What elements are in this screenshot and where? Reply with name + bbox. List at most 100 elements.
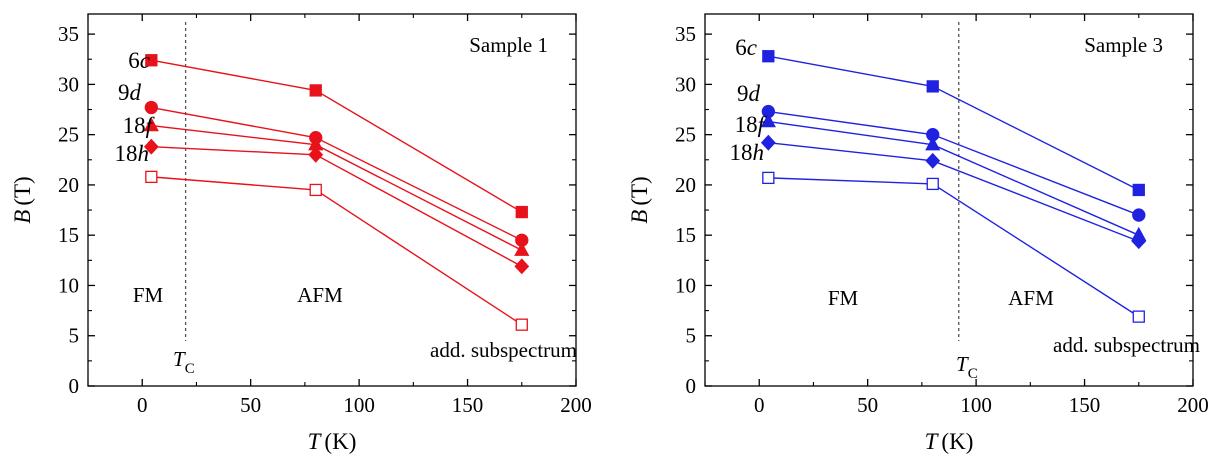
fm-region-label: FM <box>133 283 164 307</box>
site-label-number: 18 <box>115 141 138 166</box>
fm-region-label: FM <box>828 286 859 310</box>
x-tick-label: 0 <box>137 393 148 417</box>
square-marker <box>1132 310 1145 323</box>
y-axis-label: B (T) <box>627 176 652 223</box>
add-subspectrum-label: add. subspectrum <box>430 338 577 362</box>
diamond-marker <box>308 146 324 163</box>
x-tick-label: 50 <box>857 393 878 417</box>
diamond-marker <box>143 138 159 155</box>
site-label-letter: f <box>146 113 156 138</box>
site-label-letter: d <box>749 81 761 106</box>
series-line <box>151 146 523 267</box>
site-label: 18h <box>730 140 765 165</box>
square-marker <box>309 183 322 197</box>
x-tick-label: 100 <box>960 393 992 417</box>
site-label-number: 18 <box>123 113 146 138</box>
y-axis-var: B <box>10 210 35 224</box>
series-9d: 9d <box>737 81 1146 222</box>
y-tick-label: 20 <box>675 173 696 197</box>
site-label-number: 18 <box>735 112 758 137</box>
series-line <box>768 120 1140 236</box>
x-axis-var: T <box>308 429 323 454</box>
y-tick-label: 0 <box>686 374 697 398</box>
site-label-letter: f <box>758 112 768 137</box>
series-add-subspectrum <box>762 171 1145 323</box>
diamond-marker <box>925 152 941 169</box>
triangle-marker <box>514 241 530 256</box>
site-label-letter: c <box>140 48 150 73</box>
tc-var: T <box>956 352 969 376</box>
site-label-number: 6 <box>735 35 747 60</box>
square-marker <box>762 50 775 63</box>
sample-label: Sample 1 <box>469 33 548 57</box>
y-tick-label: 0 <box>69 374 80 398</box>
square-marker <box>926 177 939 191</box>
series-18f: 18f <box>123 113 530 256</box>
y-tick-label: 35 <box>675 22 696 46</box>
plot-frame <box>704 13 1194 387</box>
x-axis-label: T (K) <box>308 429 357 454</box>
square-marker <box>515 318 528 331</box>
x-tick-label: 0 <box>754 393 765 417</box>
site-label-letter: h <box>138 141 150 166</box>
x-tick-label: 150 <box>452 393 484 417</box>
series-line <box>151 106 523 241</box>
tc-sub: C <box>968 366 978 382</box>
x-tick-label: 200 <box>560 393 592 417</box>
y-tick-label: 10 <box>58 273 79 297</box>
site-label: 18f <box>123 113 156 138</box>
series-line <box>768 141 1140 242</box>
square-marker <box>1132 183 1145 197</box>
square-marker <box>145 54 158 67</box>
x-axis-unit: (K) <box>324 429 356 454</box>
afm-region-label: AFM <box>1008 286 1054 310</box>
site-label: 6c <box>735 35 757 60</box>
site-label-number: 6 <box>128 48 140 73</box>
site-label-letter: c <box>747 35 757 60</box>
x-tick-label: 100 <box>343 393 375 417</box>
site-label: 18h <box>115 141 150 166</box>
square-marker <box>515 205 528 219</box>
y-tick-label: 15 <box>58 223 79 247</box>
x-axis-unit: (K) <box>941 429 973 454</box>
x-tick-label: 150 <box>1069 393 1101 417</box>
site-label: 9d <box>118 80 142 105</box>
y-axis-unit: (T) <box>10 176 35 205</box>
y-axis-label: B (T) <box>10 176 35 223</box>
x-axis-var: T <box>925 429 940 454</box>
y-tick-label: 20 <box>58 173 79 197</box>
y-tick-label: 5 <box>686 324 697 348</box>
series-18h: 18h <box>115 138 530 275</box>
diamond-marker <box>760 134 776 151</box>
circle-marker <box>144 100 158 115</box>
y-tick-label: 25 <box>675 123 696 147</box>
site-label-number: 18 <box>730 140 753 165</box>
y-tick-label: 30 <box>675 72 696 96</box>
y-axis-var: B <box>627 210 652 224</box>
y-tick-label: 30 <box>58 72 79 96</box>
y-tick-label: 35 <box>58 22 79 46</box>
square-marker <box>309 84 322 97</box>
site-label-letter: h <box>753 140 765 165</box>
diamond-marker <box>1131 233 1147 250</box>
tc-var: T <box>173 347 186 371</box>
site-label: 6c <box>128 48 150 73</box>
series-line <box>768 177 1140 318</box>
square-marker <box>762 171 775 185</box>
circle-marker <box>1132 208 1146 222</box>
x-tick-label: 50 <box>240 393 261 417</box>
site-label-letter: d <box>130 80 142 105</box>
series-18f: 18f <box>735 112 1147 241</box>
plot-frame <box>87 13 577 387</box>
y-tick-label: 15 <box>675 223 696 247</box>
y-axis-unit: (T) <box>627 176 652 205</box>
series-line <box>768 55 1140 191</box>
x-tick-label: 200 <box>1177 393 1209 417</box>
afm-region-label: AFM <box>297 283 343 307</box>
series-line <box>151 124 523 251</box>
y-tick-label: 10 <box>675 273 696 297</box>
